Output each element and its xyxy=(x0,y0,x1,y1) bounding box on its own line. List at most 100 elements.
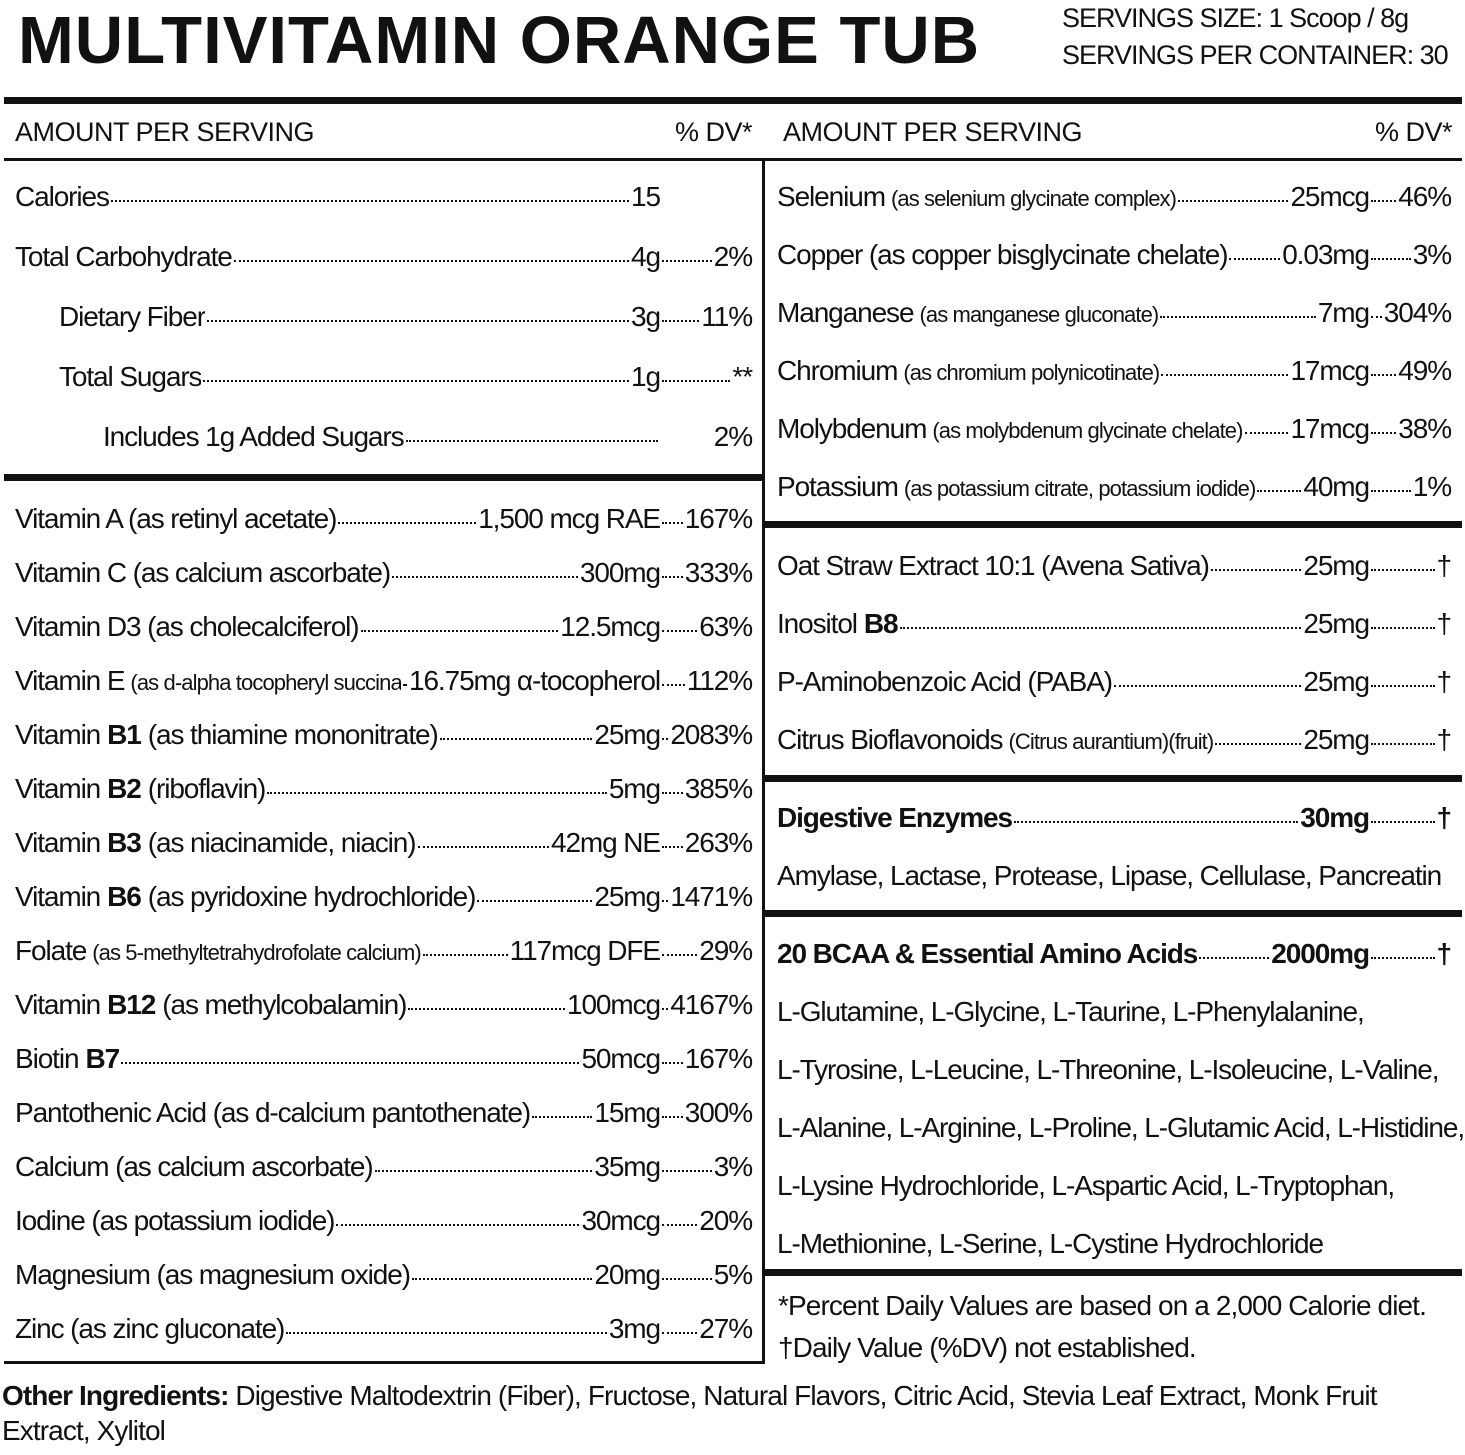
nutrient-name: Potassium xyxy=(777,471,899,502)
dot-leader xyxy=(286,1332,607,1334)
nutrient-amount: 25mcg xyxy=(1290,181,1370,212)
nutrient-name: Zinc (as zinc gluconate) xyxy=(15,1313,285,1344)
dv-cell: 385% xyxy=(660,762,753,816)
ingredient-line: L-Alanine, L-Arginine, L-Proline, L-Glut… xyxy=(777,1112,1465,1143)
nutrient-name: Calories xyxy=(15,181,109,212)
dv-cell: † xyxy=(1369,711,1452,769)
nutrient-note: (as 5-methyltetrahydrofolate calcium) xyxy=(92,940,421,965)
nutrient-name: Vitamin xyxy=(15,719,101,750)
nutrient-dv: 263% xyxy=(684,827,753,858)
nutrient-label: Vitamin D3 (as cholecalciferol) xyxy=(15,600,359,654)
nutrient-row: Digestive Enzymes 30mg † xyxy=(777,789,1452,847)
nutrient-dv: 27% xyxy=(699,1313,753,1344)
nutrient-label: Potassium (as potassium citrate, potassiu… xyxy=(777,458,1255,518)
dv-cell: 4167% xyxy=(660,978,753,1032)
nutrient-row: Vitamin B12 (as methylcobalamin) 100mcg 4167… xyxy=(15,978,753,1032)
dot-leader xyxy=(110,200,630,202)
dv-cell: 167% xyxy=(660,492,753,546)
nutrient-dv: 167% xyxy=(684,503,753,534)
nutrient-name: Iodine (as potassium iodide) xyxy=(15,1205,335,1236)
dv-cell: 1471% xyxy=(660,870,753,924)
nutrient-row: Manganese (as manganese gluconate) 7mg 304% xyxy=(777,284,1452,342)
servings-per-container: SERVINGS PER CONTAINER: 30 xyxy=(1062,40,1449,70)
nutrient-label: Oat Straw Extract 10:1 (Avena Sativa) xyxy=(777,537,1209,595)
dot-leader xyxy=(405,440,658,442)
dot-leader xyxy=(662,1278,712,1280)
servings: SERVINGS SIZE: 1 Scoop / 8g SERVINGS PER… xyxy=(1062,0,1449,74)
dv-cell: 46% xyxy=(1369,168,1452,226)
nutrient-dv: † xyxy=(1436,608,1453,639)
thick-rule xyxy=(4,97,1462,104)
nutrient-amount: 50mcg xyxy=(581,1043,661,1074)
nutrient-label: Selenium (as selenium glycinate complex) xyxy=(777,168,1176,228)
footnotes: *Percent Daily Values are based on a 2,0… xyxy=(778,1285,1427,1369)
nutrient-name: Folate xyxy=(15,935,87,966)
nutrient-name: Vitamin C (as calcium ascorbate) xyxy=(15,557,391,588)
nutrient-amount: 25mg xyxy=(1303,666,1370,697)
nutrient-label: Biotin B7 xyxy=(15,1032,119,1086)
nutrient-label: Folate (as 5-methyltetrahydrofolate calci… xyxy=(15,924,421,980)
dot-leader xyxy=(1371,258,1411,260)
dot-leader xyxy=(662,738,669,740)
nutrient-amount: 17mcg xyxy=(1290,355,1370,386)
dot-leader xyxy=(1199,957,1270,959)
dot-leader xyxy=(662,846,683,848)
dot-leader xyxy=(411,1278,593,1280)
nutrient-name: Manganese xyxy=(777,297,915,328)
serving-size: SERVINGS SIZE: 1 Scoop / 8g xyxy=(1062,3,1409,33)
dot-leader xyxy=(1371,316,1382,318)
dot-leader xyxy=(662,522,683,524)
nutrient-dv: 38% xyxy=(1398,413,1452,444)
dot-leader xyxy=(1371,200,1397,202)
nutrient-name: Oat Straw Extract 10:1 (Avena Sativa) xyxy=(777,550,1209,581)
nutrient-amount: 3mg xyxy=(608,1313,661,1344)
nutrient-amount: 5mg xyxy=(608,773,661,804)
nutrient-name: Magnesium (as magnesium oxide) xyxy=(15,1259,410,1290)
nutrient-bold: B7 xyxy=(85,1043,120,1074)
nutrient-name: Citrus Bioflavonoids xyxy=(777,724,1004,755)
nutrient-name: Calcium (as calcium ascorbate) xyxy=(15,1151,373,1182)
dot-leader xyxy=(336,1224,580,1226)
dv-cell: † xyxy=(1369,925,1452,983)
nutrient-label: Citrus Bioflavonoids (Citrus aurantium)(f… xyxy=(777,711,1213,771)
dot-leader xyxy=(374,1170,593,1172)
dot-leader xyxy=(477,900,593,902)
thick-rule xyxy=(765,775,1462,782)
nutrient-dv: 20% xyxy=(699,1205,753,1236)
nutrient-amount: 25mg xyxy=(1303,724,1370,755)
nutrient-label: Digestive Enzymes xyxy=(777,789,1012,847)
nutrient-amount: 25mg xyxy=(594,719,661,750)
nutrient-name: Includes 1g Added Sugars xyxy=(103,421,404,452)
rule xyxy=(4,1361,765,1364)
nutrient-row: Vitamin A (as retinyl acetate) 1,500 mcg … xyxy=(15,492,753,546)
dot-leader xyxy=(662,1224,698,1226)
nutrient-name: Biotin xyxy=(15,1043,80,1074)
nutrient-amount: 42mg NE xyxy=(550,827,661,858)
nutrient-amount: 17mcg xyxy=(1290,413,1370,444)
nutrient-label: Vitamin C (as calcium ascorbate) xyxy=(15,546,390,600)
dot-leader xyxy=(1371,685,1435,687)
nutrient-note: (as molybdenum glycinate chelate) xyxy=(932,418,1243,443)
nutrient-amount: 30mg xyxy=(1300,802,1370,833)
nutrient-note: (as chromium polynicotinate) xyxy=(903,360,1160,385)
dv-cell: 112% xyxy=(660,654,753,708)
dot-leader xyxy=(662,320,700,322)
nutrient-name: Vitamin E xyxy=(15,665,126,696)
dot-leader xyxy=(417,846,549,848)
nutrient-bold: B3 xyxy=(107,827,142,858)
nutrient-name: Dietary Fiber xyxy=(59,301,205,332)
nutrient-note: (as selenium glycinate complex) xyxy=(890,186,1177,211)
nutrient-label: Pantothenic Acid (as d-calcium pantothen… xyxy=(15,1086,530,1140)
dot-leader xyxy=(662,900,669,902)
nutrient-dv: 2083% xyxy=(670,719,753,750)
dot-leader xyxy=(121,1062,580,1064)
nutrient-bold: B12 xyxy=(107,989,156,1020)
dot-leader xyxy=(662,260,712,262)
nutrient-amount: 100mcg xyxy=(566,989,661,1020)
dv-cell: 167% xyxy=(660,1032,753,1086)
dv-cell: 304% xyxy=(1369,284,1452,342)
nutrient-row: Selenium (as selenium glycinate complex) 2… xyxy=(777,168,1452,228)
nutrient-amount: 25mg xyxy=(594,881,661,912)
nutrient-dv: 112% xyxy=(686,665,753,696)
